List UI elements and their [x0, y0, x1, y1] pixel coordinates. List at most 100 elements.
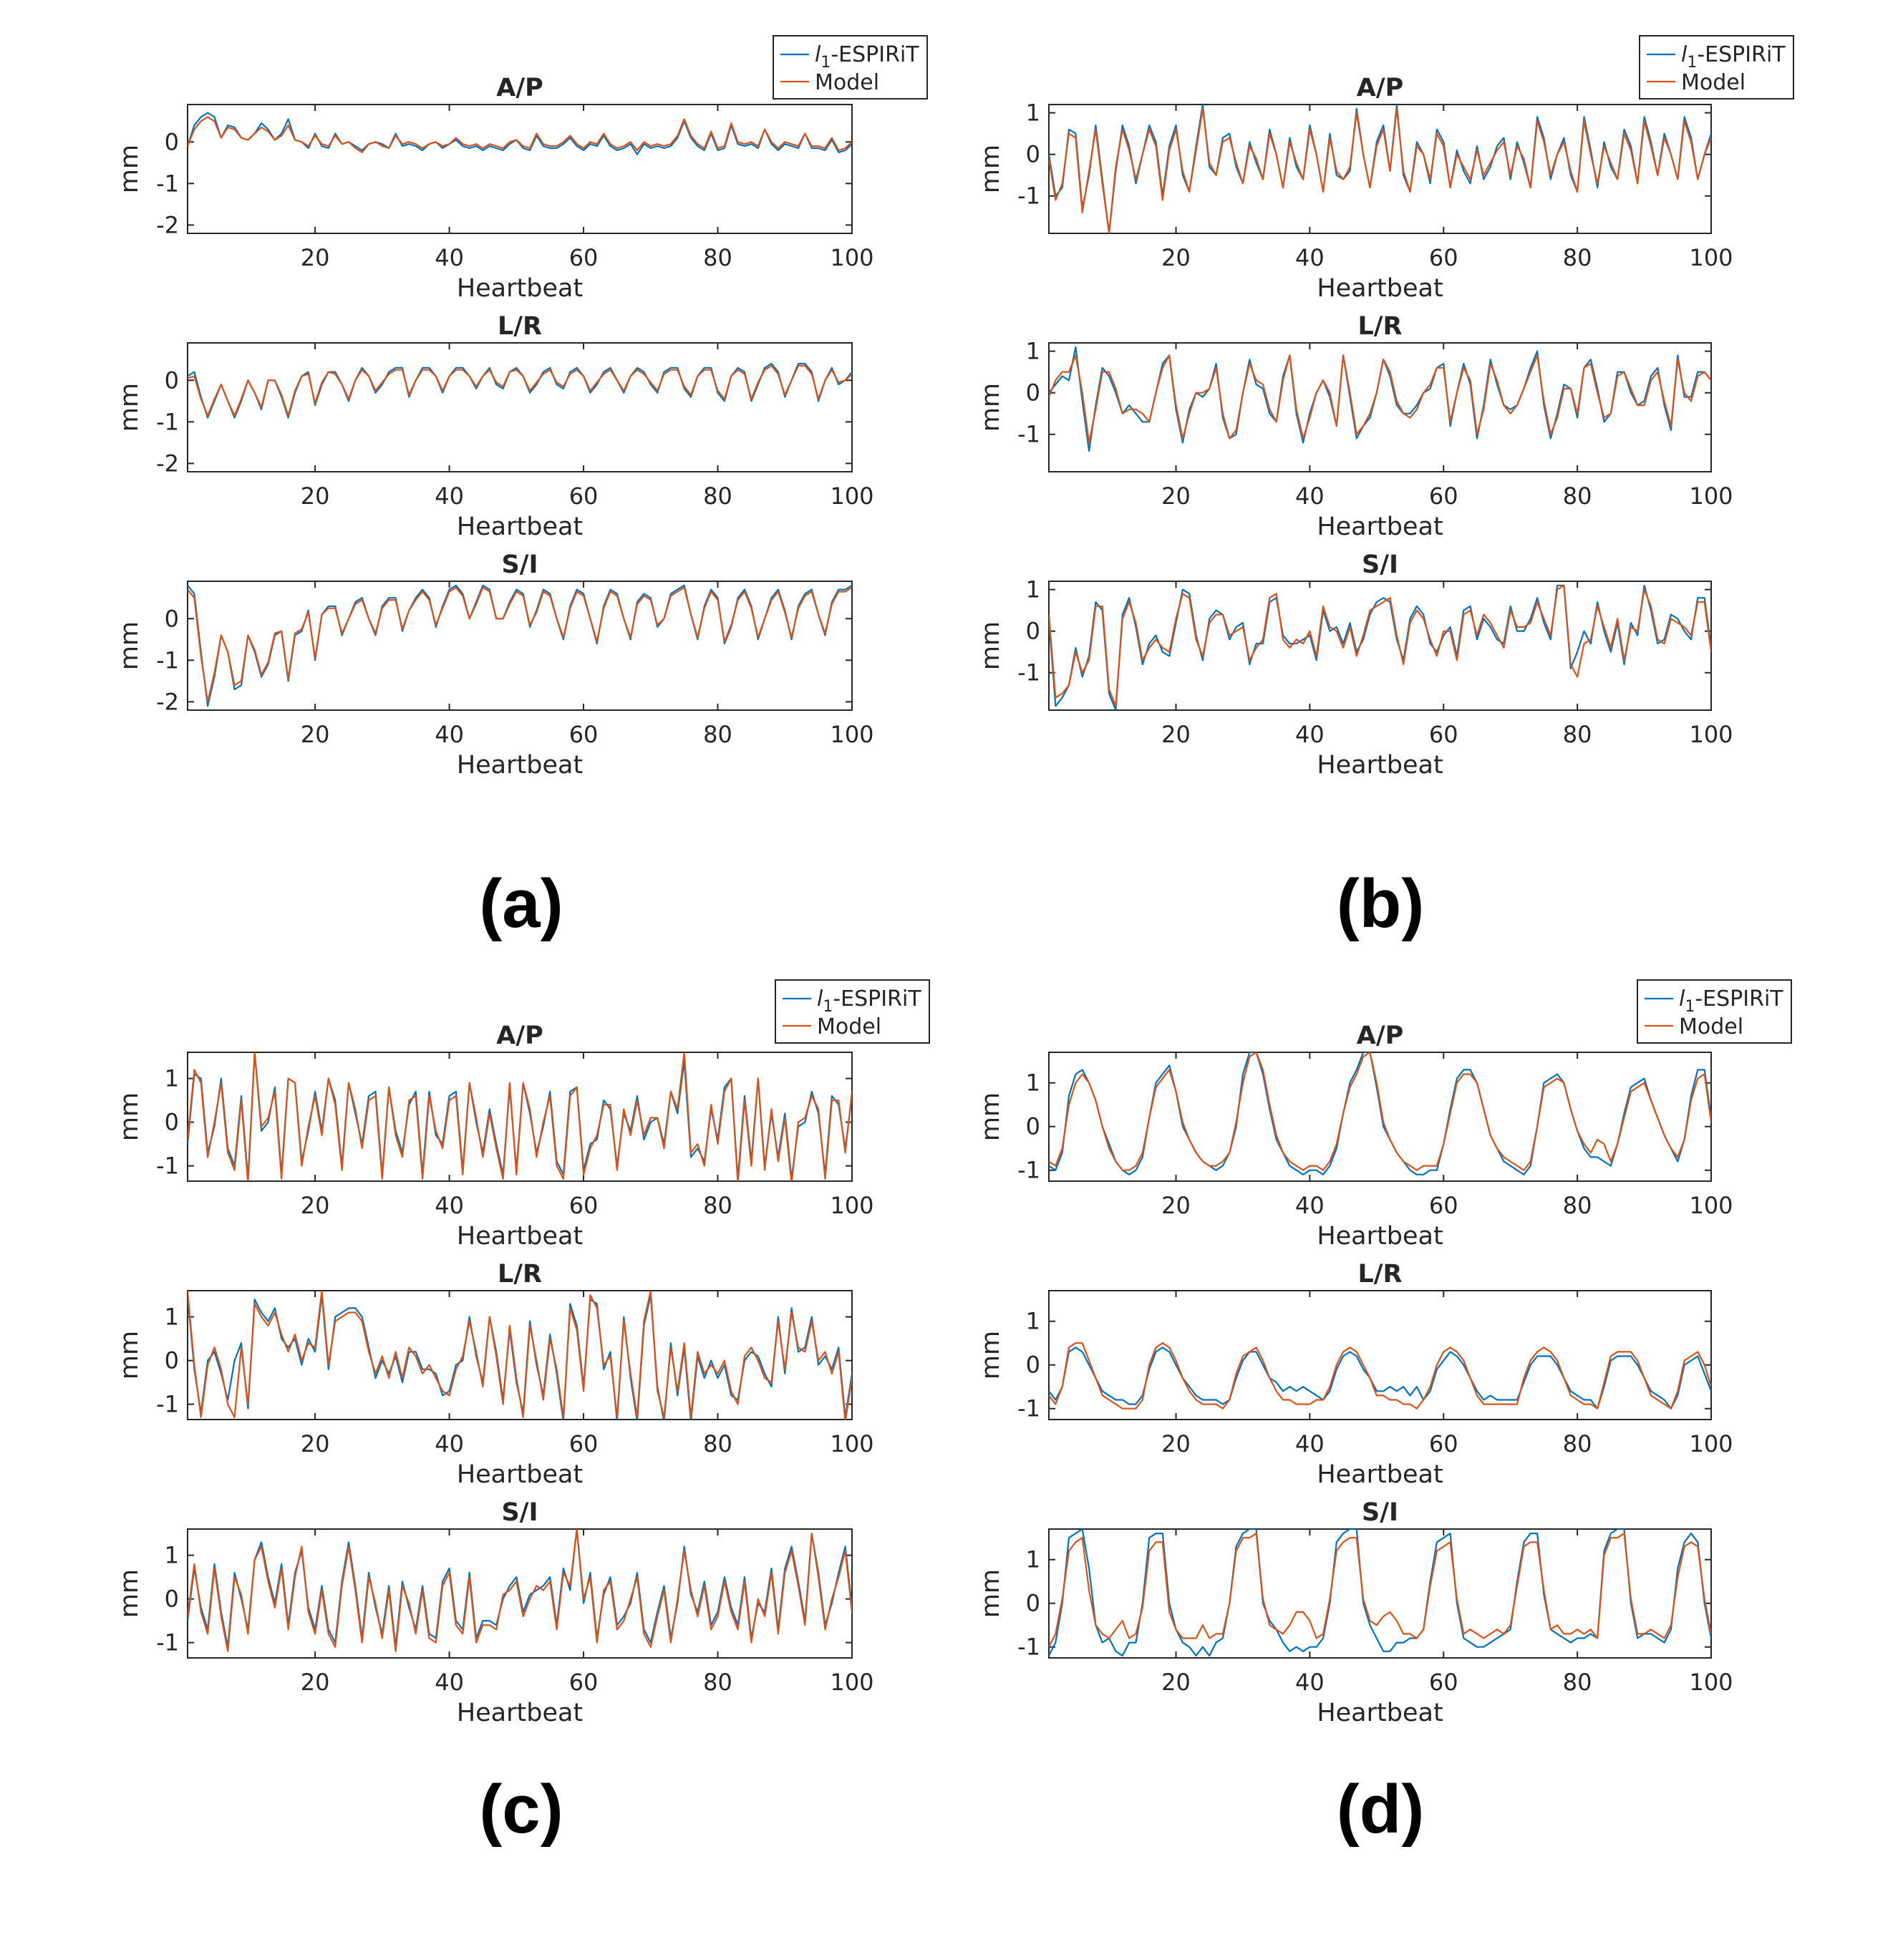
x-tick-label: 100	[830, 244, 873, 271]
subplot-title: A/P	[496, 1022, 543, 1050]
subplot: 20 40 60 80 100 0 -1 -2 S/I Heartbeat mm	[115, 550, 874, 780]
x-tick-label: 40	[1295, 244, 1325, 271]
y-tick-label: -1	[156, 1629, 179, 1656]
x-tick-label: 100	[1689, 482, 1733, 510]
x-tick-label: 20	[1161, 1430, 1191, 1457]
model-series-line	[1049, 354, 1711, 444]
subplot: 20 40 60 80 100 1 0 -1 S/I Heartbeat mm	[977, 550, 1733, 780]
legend-espirit-subscript: 1	[1687, 54, 1697, 72]
x-tick-label: 20	[1161, 482, 1191, 510]
y-axis-label: mm	[115, 1569, 144, 1618]
y-tick-label: -1	[1017, 421, 1040, 448]
subplot-title: A/P	[496, 74, 543, 102]
x-tick-label: 40	[1295, 482, 1325, 510]
y-tick-label: -1	[156, 1391, 179, 1418]
x-tick-label: 20	[301, 721, 330, 748]
legend-espirit-suffix: -ESPIRiT	[1697, 42, 1786, 67]
x-tick-label: 100	[1689, 1192, 1733, 1219]
y-tick-label: 0	[165, 1586, 179, 1613]
plot-area	[187, 342, 853, 472]
y-tick-label: -1	[1017, 1395, 1040, 1422]
x-tick-label: 60	[1429, 1192, 1458, 1219]
x-tick-label: 40	[1295, 721, 1325, 748]
legend-espirit-suffix: -ESPIRiT	[831, 42, 919, 67]
x-tick-label: 60	[569, 721, 599, 748]
x-axis-label: Heartbeat	[1317, 751, 1443, 780]
x-axis-label: Heartbeat	[457, 1699, 583, 1727]
y-tick-label: 0	[165, 367, 179, 394]
y-axis-label: mm	[977, 621, 1005, 670]
y-tick-label: 1	[165, 1065, 179, 1092]
x-tick-label: 20	[301, 482, 330, 510]
x-axis-label: Heartbeat	[1317, 1699, 1443, 1727]
x-tick-label: 60	[569, 1430, 599, 1457]
x-tick-label: 20	[301, 1669, 330, 1696]
y-axis-label: mm	[977, 1092, 1005, 1141]
x-tick-label: 80	[1563, 1669, 1592, 1696]
subplot-title: S/I	[501, 550, 538, 579]
y-axis-label: mm	[115, 383, 144, 432]
x-tick-label: 40	[435, 1669, 464, 1696]
x-tick-label: 20	[1161, 721, 1191, 748]
legend-espirit-prefix: l	[817, 986, 823, 1011]
subplot-title: A/P	[1357, 74, 1404, 102]
model-series-line	[1049, 1342, 1711, 1410]
y-axis-label: mm	[115, 621, 144, 670]
x-tick-label: 40	[1295, 1192, 1325, 1219]
y-tick-label: 1	[1026, 1069, 1040, 1097]
x-tick-label: 60	[1429, 721, 1458, 748]
y-tick-label: -1	[1017, 1634, 1040, 1661]
legend-model-label: Model	[1681, 70, 1746, 95]
legend-espirit-subscript: 1	[823, 998, 833, 1016]
y-tick-label: -2	[156, 688, 179, 715]
x-tick-label: 100	[830, 721, 873, 748]
x-tick-label: 100	[1689, 1430, 1733, 1457]
x-tick-label: 80	[703, 1430, 732, 1457]
x-axis-label: Heartbeat	[457, 1222, 583, 1251]
legend-espirit-prefix: l	[1681, 42, 1688, 67]
subplot-title: L/R	[1357, 1260, 1402, 1289]
y-tick-label: 0	[1026, 1113, 1040, 1140]
x-tick-label: 40	[435, 244, 464, 271]
subplot: 20 40 60 80 100 1 0 -1 A/P Heartbeat mm	[977, 1022, 1733, 1251]
legend: l1-ESPIRiT Model	[1639, 35, 1794, 100]
x-tick-label: 60	[569, 1192, 599, 1219]
subplot: 20 40 60 80 100 1 0 -1 S/I Heartbeat mm	[977, 1498, 1733, 1727]
plot-area	[187, 104, 853, 234]
y-axis-label: mm	[977, 1569, 1005, 1618]
model-series-line	[1049, 107, 1711, 233]
subplot: 20 40 60 80 100 1 0 -1 L/R Heartbeat mm	[115, 1260, 874, 1489]
model-series-line	[188, 1052, 852, 1181]
y-axis-label: mm	[977, 145, 1005, 193]
subplot-title: S/I	[1362, 550, 1398, 579]
subplot: 20 40 60 80 100 1 0 -1 A/P Heartbeat mm	[115, 1022, 874, 1251]
x-tick-label: 40	[435, 482, 464, 510]
legend-model-label: Model	[815, 70, 879, 95]
legend-espirit-label: l1-ESPIRiT	[1679, 986, 1783, 1016]
x-tick-label: 20	[301, 1430, 330, 1457]
legend-espirit-suffix: -ESPIRiT	[1695, 986, 1783, 1011]
subplot: 20 40 60 80 100 1 0 -1 L/R Heartbeat mm	[977, 1260, 1733, 1489]
x-tick-label: 100	[1689, 721, 1733, 748]
x-tick-label: 100	[1689, 244, 1733, 271]
x-tick-label: 20	[1161, 244, 1191, 271]
y-tick-label: 1	[1026, 100, 1040, 127]
x-tick-label: 80	[703, 721, 732, 748]
model-series-line	[1049, 1533, 1711, 1648]
subplot: 20 40 60 80 100 1 0 -1 S/I Heartbeat mm	[115, 1498, 874, 1727]
y-tick-label: -2	[156, 450, 179, 477]
y-tick-label: 0	[165, 1109, 179, 1136]
x-tick-label: 60	[1429, 482, 1458, 510]
x-tick-label: 80	[703, 244, 732, 271]
x-tick-label: 80	[703, 1669, 732, 1696]
y-axis-label: mm	[977, 383, 1005, 432]
model-series-line	[188, 364, 852, 417]
legend-espirit-suffix: -ESPIRiT	[833, 986, 921, 1011]
x-tick-label: 60	[1429, 1430, 1458, 1457]
y-tick-label: 1	[1026, 338, 1040, 365]
subplot-title: S/I	[501, 1498, 538, 1527]
subplot: 20 40 60 80 100 0 -1 -2 L/R Heartbeat mm	[115, 312, 874, 541]
